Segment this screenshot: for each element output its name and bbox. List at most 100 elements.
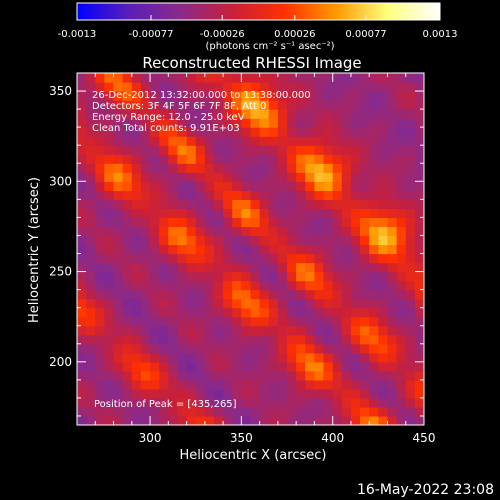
heatmap-cell: [223, 136, 233, 146]
heatmap-cell: [369, 145, 379, 155]
heatmap-cell: [305, 163, 316, 173]
heatmap-cell: [168, 289, 179, 300]
heatmap-cell: [350, 91, 361, 101]
heatmap-cell: [323, 352, 334, 363]
heatmap-cell: [95, 136, 105, 146]
heatmap-cell: [195, 289, 206, 300]
heatmap-cell: [241, 343, 252, 354]
heatmap-cell: [95, 181, 105, 191]
heatmap-cell: [323, 370, 334, 381]
heatmap-cell: [287, 253, 297, 264]
heatmap-cell: [204, 280, 215, 291]
heatmap-cell: [77, 289, 87, 300]
heatmap-cell: [104, 244, 115, 255]
heatmap-cell: [387, 406, 398, 417]
heatmap-cell: [314, 118, 325, 128]
heatmap-cell: [159, 361, 169, 372]
heatmap-cell: [250, 298, 261, 309]
heatmap-cell: [122, 91, 133, 101]
heatmap-cell: [323, 262, 334, 273]
heatmap-cell: [113, 280, 124, 291]
heatmap-cell: [131, 361, 142, 372]
heatmap-cell: [277, 361, 288, 372]
heatmap-cell: [186, 244, 197, 255]
heatmap-cell: [168, 361, 179, 372]
heatmap-cell: [241, 226, 252, 237]
heatmap-cell: [159, 226, 169, 237]
heatmap-cell: [177, 73, 188, 83]
heatmap-cell: [369, 136, 379, 146]
heatmap-cell: [323, 190, 334, 200]
chart-title: Reconstructed RHESSI Image: [142, 54, 361, 72]
heatmap-cell: [195, 190, 206, 200]
heatmap-cell: [104, 406, 115, 417]
heatmap-cell: [223, 190, 233, 200]
heatmap-cell: [396, 289, 407, 300]
heatmap-cell: [369, 100, 379, 110]
heatmap-cell: [186, 280, 197, 291]
heatmap-cell: [232, 307, 242, 318]
heatmap-cell: [159, 82, 169, 92]
heatmap-cell: [177, 244, 188, 255]
heatmap-cell: [259, 298, 270, 309]
heatmap-cell: [277, 379, 288, 390]
heatmap-cell: [122, 316, 133, 327]
heatmap-cell: [77, 118, 87, 128]
heatmap-cell: [168, 370, 179, 381]
heatmap-cell: [159, 73, 169, 83]
heatmap-cell: [140, 73, 151, 83]
heatmap-cell: [104, 136, 115, 146]
heatmap-cell: [168, 217, 179, 228]
heatmap-cell: [250, 307, 261, 318]
heatmap-cell: [213, 226, 224, 237]
heatmap-cell: [131, 262, 142, 273]
heatmap-cell: [86, 334, 96, 345]
heatmap-cell: [150, 235, 160, 246]
heatmap-cell: [241, 361, 252, 372]
annotation-time: 26-Dec-2012 13:32:00.000 to 13:38:00.000: [92, 90, 311, 101]
heatmap-cell: [177, 370, 188, 381]
heatmap-cell: [241, 118, 252, 128]
heatmap-cell: [341, 109, 352, 119]
heatmap-cell: [405, 406, 416, 417]
heatmap-cell: [213, 325, 224, 336]
heatmap-cell: [131, 235, 142, 246]
heatmap-cell: [277, 235, 288, 246]
heatmap-cell: [104, 181, 115, 191]
heatmap-cell: [140, 109, 151, 119]
heatmap-cell: [131, 145, 142, 155]
heatmap-cell: [341, 352, 352, 363]
heatmap-cell: [259, 154, 270, 164]
heatmap-cell: [305, 253, 316, 264]
heatmap-cell: [396, 100, 407, 110]
heatmap-cell: [241, 334, 252, 345]
heatmap-cell: [86, 181, 96, 191]
heatmap-cell: [277, 298, 288, 309]
heatmap-cell: [77, 82, 87, 92]
heatmap-cell: [296, 289, 306, 300]
heatmap-cell: [86, 370, 96, 381]
heatmap-cell: [360, 82, 370, 92]
heatmap-cell: [350, 379, 361, 390]
heatmap-cell: [268, 370, 279, 381]
heatmap-cell: [223, 334, 233, 345]
heatmap-cell: [204, 343, 215, 354]
heatmap-cell: [86, 235, 96, 246]
heatmap-cell: [86, 163, 96, 173]
heatmap-cell: [296, 253, 306, 264]
heatmap-cell: [223, 172, 233, 182]
heatmap-cell: [140, 379, 151, 390]
heatmap-cell: [259, 190, 270, 200]
heatmap-cell: [177, 181, 188, 191]
heatmap-cell: [168, 199, 179, 209]
heatmap-cell: [140, 352, 151, 363]
heatmap-cell: [287, 154, 297, 164]
heatmap-cell: [259, 280, 270, 291]
heatmap-cell: [104, 235, 115, 246]
heatmap-cell: [341, 163, 352, 173]
heatmap-cell: [332, 280, 343, 291]
heatmap-cell: [296, 370, 306, 381]
heatmap-cell: [396, 181, 407, 191]
heatmap-cell: [159, 172, 169, 182]
heatmap-cell: [223, 325, 233, 336]
